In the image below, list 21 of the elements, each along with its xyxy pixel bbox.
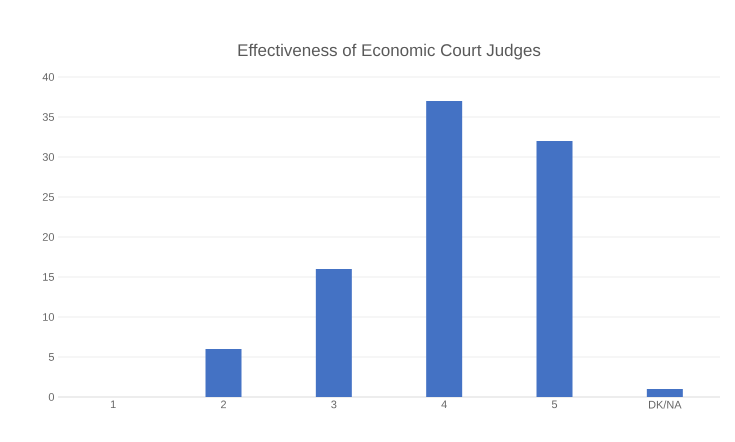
y-tick-label: 30 (42, 153, 54, 161)
chart-title: Effectiveness of Economic Court Judges (238, 44, 540, 60)
y-tick-label: 35 (42, 113, 54, 121)
y-tick-label: 5 (48, 353, 54, 361)
x-tick-label: 5 (552, 400, 558, 408)
y-tick-label: 10 (43, 313, 54, 321)
x-tick-label: DK/NA (649, 400, 682, 409)
x-tick-label: 3 (331, 400, 336, 408)
x-tick-label: 1 (110, 400, 116, 408)
y-tick-label: 20 (42, 233, 54, 241)
y-tick-label: 0 (48, 393, 54, 401)
bar (426, 101, 462, 397)
bar (536, 141, 573, 397)
bar (206, 349, 242, 397)
x-tick-label: 4 (441, 400, 447, 408)
y-tick-label: 25 (42, 193, 54, 201)
y-tick-label: 40 (42, 73, 54, 81)
bar (646, 389, 683, 397)
y-tick-label: 15 (43, 273, 54, 281)
bar (316, 269, 352, 397)
x-tick-label: 2 (221, 400, 226, 408)
